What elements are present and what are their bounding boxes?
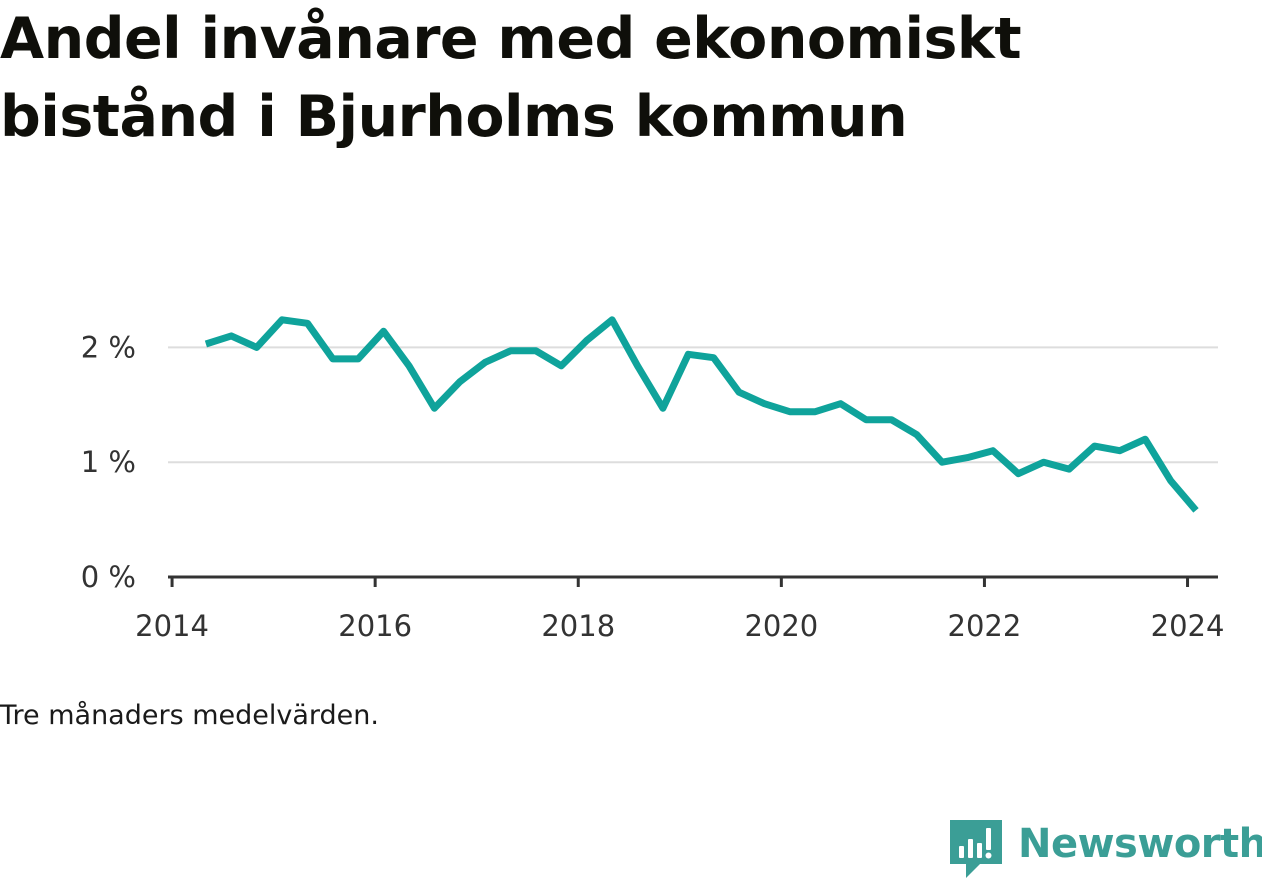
x-axis (168, 575, 1218, 587)
x-tick-label: 2020 (744, 609, 818, 643)
y-tick-label: 0 % (81, 560, 136, 594)
brand-name: Newsworthy (1018, 821, 1262, 867)
y-axis-tick-labels: 0 % 1 % 2 % (81, 330, 136, 594)
x-tick-label: 2022 (948, 609, 1022, 643)
x-tick-label: 2024 (1151, 609, 1225, 643)
series-layer (204, 316, 1199, 513)
gridlines (168, 346, 1218, 464)
y-tick-label: 1 % (81, 445, 136, 479)
x-tick-label: 2016 (338, 609, 412, 643)
x-tick-label: 2018 (541, 609, 615, 643)
chart-title: Andel invånare med ekonomiskt bistånd i … (0, 6, 1022, 150)
newsworthy-logo-icon (950, 820, 1002, 878)
series-line (204, 316, 1199, 513)
newsworthy-logo: Newsworthy (950, 818, 1262, 880)
y-tick-label: 2 % (81, 330, 136, 364)
chart-note: Tre månaders medelvärden. (0, 700, 379, 731)
x-axis-tick-labels: 2014 2016 2018 2020 2022 2024 (135, 609, 1224, 643)
x-tick-label: 2014 (135, 609, 209, 643)
